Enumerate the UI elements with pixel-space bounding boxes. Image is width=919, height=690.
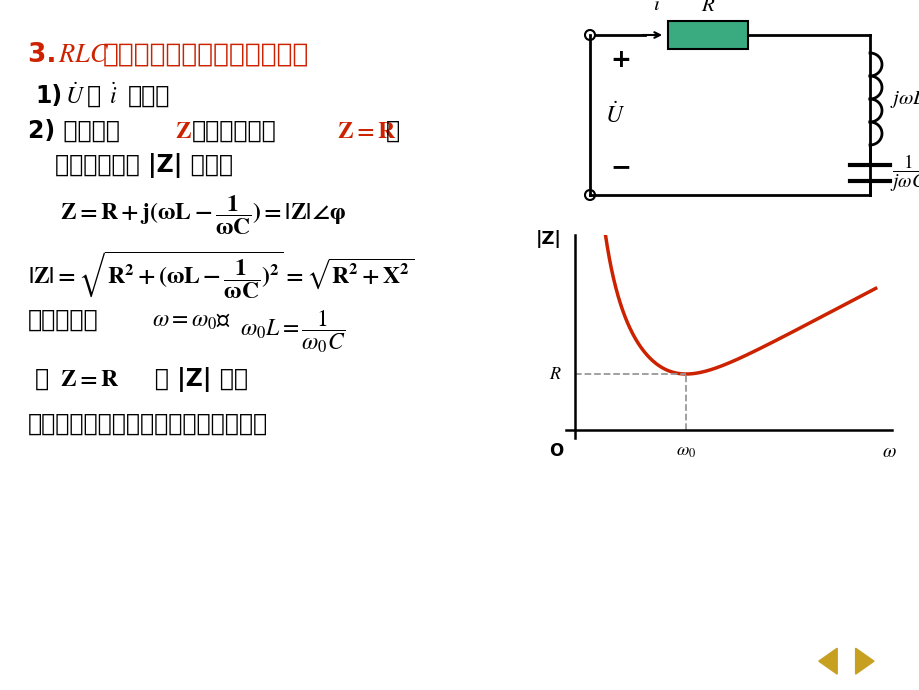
Text: $\dot{U}$: $\dot{U}$: [605, 102, 624, 128]
Text: $\omega_0$: $\omega_0$: [675, 442, 696, 460]
Text: $\omega = \omega_0$，: $\omega = \omega_0$，: [152, 308, 231, 332]
Text: 1): 1): [35, 84, 62, 108]
Text: $j\omega L$: $j\omega L$: [889, 88, 919, 110]
Text: 为纯电阻，即: 为纯电阻，即: [192, 119, 277, 143]
Text: 2) 入端阻抗: 2) 入端阻抗: [28, 119, 119, 143]
Text: 3.: 3.: [28, 42, 65, 68]
Text: $\dot{i}$: $\dot{i}$: [108, 84, 117, 109]
Text: $R$: $R$: [548, 365, 561, 383]
Text: 谐振时，有: 谐振时，有: [28, 308, 98, 332]
Text: $R$: $R$: [700, 0, 714, 15]
Text: 可据此判断电路是否发生了串联谐振。: 可据此判断电路是否发生了串联谐振。: [28, 412, 267, 436]
Text: $\mathbf{|Z| = \sqrt{R^2 + (\omega L - \dfrac{1}{\omega C})^2} = \sqrt{R^2 + X^2: $\mathbf{|Z| = \sqrt{R^2 + (\omega L - \…: [28, 250, 414, 302]
Text: 且 |Z| 最小: 且 |Z| 最小: [130, 367, 248, 392]
Text: $\mathbf{Z}$: $\mathbf{Z}$: [175, 119, 192, 143]
Text: $\dot{i}$: $\dot{i}$: [652, 0, 660, 15]
Text: $\dfrac{1}{j\omega C}$: $\dfrac{1}{j\omega C}$: [889, 152, 919, 193]
Text: $\mathit{RLC}$: $\mathit{RLC}$: [58, 42, 109, 68]
Text: 串联电路发生谐振时的特点：: 串联电路发生谐振时的特点：: [103, 42, 309, 68]
Text: $\omega_0 L = \dfrac{1}{\omega_0 C}$: $\omega_0 L = \dfrac{1}{\omega_0 C}$: [240, 308, 346, 355]
Text: −: −: [609, 155, 630, 179]
Text: O: O: [549, 442, 563, 460]
Text: $\mathbf{Z = R + j(\omega L - \dfrac{1}{\omega C}) = |Z|\angle\varphi}$: $\mathbf{Z = R + j(\omega L - \dfrac{1}{…: [60, 194, 346, 237]
Polygon shape: [818, 648, 836, 674]
Text: $\mathbf{Z=R}$: $\mathbf{Z=R}$: [336, 119, 396, 143]
Bar: [667, 21, 747, 49]
Text: ；: ；: [386, 119, 400, 143]
Polygon shape: [855, 648, 873, 674]
Text: |Z|: |Z|: [535, 230, 561, 248]
Text: $\dot{U}$: $\dot{U}$: [65, 84, 85, 109]
Text: +: +: [609, 48, 630, 72]
Text: 同相。: 同相。: [128, 84, 170, 108]
Text: 则: 则: [35, 367, 49, 391]
Text: 电路中阻抗模 |Z| 最小。: 电路中阻抗模 |Z| 最小。: [55, 153, 233, 178]
Text: $\mathbf{Z = R}$: $\mathbf{Z = R}$: [60, 367, 119, 391]
Text: $\omega$: $\omega$: [880, 442, 895, 461]
Text: 与: 与: [87, 84, 101, 108]
